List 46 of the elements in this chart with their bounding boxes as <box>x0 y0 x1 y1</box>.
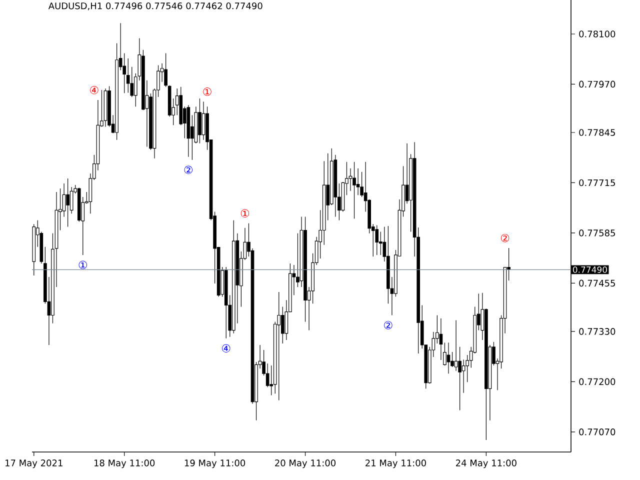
y-tick-label: 0.78100 <box>579 30 616 38</box>
candlestick <box>386 226 390 304</box>
chart-title: AUDUSD,H1 0.77496 0.77546 0.77462 0.77490 <box>48 2 262 10</box>
candlestick <box>122 53 126 94</box>
candlestick <box>104 88 108 128</box>
candlestick <box>32 224 36 276</box>
candlestick <box>304 216 307 322</box>
x-tick-label: 20 May 11:00 <box>275 460 336 468</box>
x-tick-label: 24 May 11:00 <box>456 460 516 468</box>
annotation: ④ <box>222 344 230 352</box>
y-tick-label: 0.77330 <box>579 328 616 335</box>
y-tick-label: 0.77200 <box>579 378 616 386</box>
x-tick-label: 17 May 2021 <box>6 460 62 468</box>
candlestick <box>186 104 190 158</box>
candlestick <box>194 106 198 144</box>
y-tick-label: 0.77970 <box>579 80 616 88</box>
candlestick <box>341 182 345 212</box>
annotation: ② <box>500 234 510 242</box>
y-tick-label: 0.77455 <box>579 280 615 287</box>
annotation: ① <box>78 260 87 270</box>
candlestick <box>62 183 66 218</box>
annotation: ① <box>203 88 212 96</box>
x-tick-label: 18 May 11:00 <box>94 460 155 468</box>
candlestick <box>277 292 281 401</box>
candlestick <box>202 101 206 140</box>
annotation: ② <box>384 321 392 330</box>
y-tick-label: 0.77845 <box>579 129 615 136</box>
x-tick-label: 21 May 11:00 <box>366 460 426 468</box>
candlestick <box>379 231 382 256</box>
y-tick-label: 0.77070 <box>579 428 616 436</box>
candlestick <box>375 224 379 256</box>
candlestick <box>352 162 356 219</box>
candlestick <box>446 342 450 374</box>
y-tick-label: 0.77585 <box>579 230 615 236</box>
annotation: ② <box>184 166 193 174</box>
y-tick-label: 0.77715 <box>579 179 615 186</box>
candlestick <box>348 168 352 192</box>
candlestick <box>126 58 130 94</box>
candlestick <box>66 178 70 228</box>
ref-line-label: 0.77490 <box>572 266 607 273</box>
candlestick <box>458 346 462 411</box>
candlestick <box>356 168 360 196</box>
x-tick-label: 19 May 11:00 <box>184 460 246 468</box>
annotation: ① <box>240 209 250 218</box>
candlestick <box>454 320 458 372</box>
annotation: ④ <box>90 86 98 94</box>
